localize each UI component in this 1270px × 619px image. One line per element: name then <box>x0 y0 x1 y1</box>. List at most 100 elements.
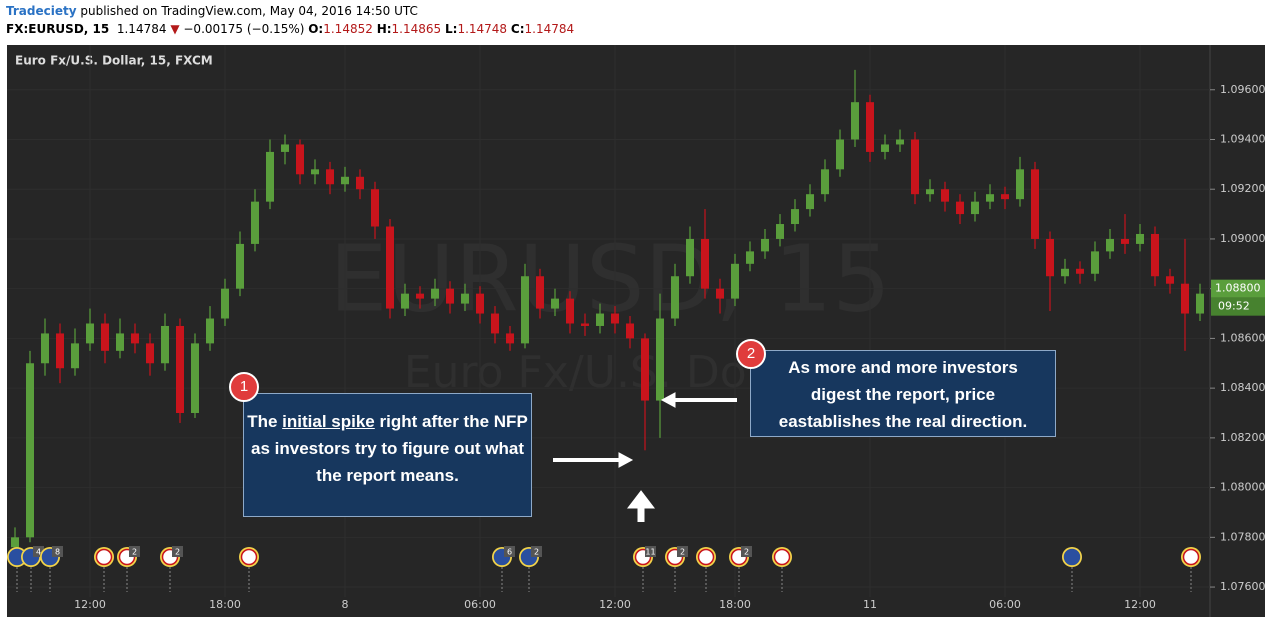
arrow-head <box>626 490 656 509</box>
candle-body <box>26 363 34 538</box>
candle-body <box>821 169 829 195</box>
candle-body <box>1121 238 1129 244</box>
candle-body <box>476 293 484 314</box>
candle-body <box>536 276 544 309</box>
candle-body <box>776 224 784 239</box>
candle-body <box>851 102 859 140</box>
x-tick-label: 18:00 <box>719 598 751 611</box>
low: 1.14748 <box>457 22 508 36</box>
y-tick-label: 1.08200 <box>1220 431 1266 444</box>
candle-body <box>611 313 619 324</box>
chart-title: Euro Fx/U.S. Dollar, 15, FXCM <box>15 54 213 68</box>
candle-body <box>206 318 214 344</box>
candle-body <box>221 288 229 319</box>
published: published on TradingView.com, May 04, 20… <box>80 4 418 18</box>
event-flag-inner <box>773 548 791 566</box>
candle-body <box>986 194 994 202</box>
candle-body <box>806 194 814 210</box>
event-flag-inner <box>240 548 258 566</box>
close: 1.14784 <box>524 22 575 36</box>
candle-body <box>1001 194 1009 200</box>
candle-body <box>341 176 349 185</box>
candle-body <box>641 338 649 401</box>
candle-body <box>581 323 589 326</box>
change: −0.00175 (−0.15%) <box>183 22 305 36</box>
x-tick-label: 11 <box>863 598 877 611</box>
x-tick-label: 06:00 <box>989 598 1021 611</box>
last-price-bg <box>1211 279 1265 298</box>
event-flag-inner <box>1182 548 1200 566</box>
candle-body <box>446 288 454 304</box>
event-count: 2 <box>744 548 749 557</box>
candle-body <box>971 201 979 215</box>
y-tick-label: 1.09000 <box>1220 232 1266 245</box>
candle-body <box>551 298 559 309</box>
candle-body <box>266 151 274 202</box>
candle-body <box>941 189 949 202</box>
symbol: FX:EURUSD, 15 <box>6 22 110 36</box>
candle-body <box>56 333 64 369</box>
event-count-bg <box>504 546 515 557</box>
note-text: The <box>247 412 278 431</box>
candle-body <box>761 238 769 252</box>
candle-body <box>1151 233 1159 277</box>
candle-body <box>386 226 394 309</box>
y-tick-label: 1.07800 <box>1220 530 1266 543</box>
arrows <box>553 392 737 522</box>
event-count: 2 <box>175 548 180 557</box>
candle-body <box>131 333 139 344</box>
ohlc-line: FX:EURUSD, 15 1.14784 ▼ −0.00175 (−0.15%… <box>6 22 574 36</box>
candle-body <box>731 263 739 299</box>
candle-body <box>416 293 424 299</box>
candle-body <box>431 288 439 299</box>
candle-body <box>371 189 379 227</box>
candle-body <box>656 318 664 401</box>
y-tick-label: 1.09600 <box>1220 83 1266 96</box>
note-text: right after the NFP as investors try to … <box>251 412 528 485</box>
candle-body <box>326 169 334 185</box>
candle-body <box>1196 293 1204 314</box>
candle-body <box>746 251 754 264</box>
event-count-bg <box>172 546 183 557</box>
arrow-head <box>660 392 676 408</box>
countdown: 09:52 <box>1218 300 1250 313</box>
y-tick-label: 1.09400 <box>1220 132 1266 145</box>
open: 1.14852 <box>323 22 373 36</box>
event-count: 4 <box>36 548 41 557</box>
candle-body <box>791 209 799 225</box>
candle-body <box>1166 276 1174 284</box>
candle-body <box>1091 251 1099 274</box>
annotation-box: As more and more investors digest the re… <box>750 350 1056 437</box>
candle-body <box>626 323 634 339</box>
candle-body <box>896 139 904 145</box>
y-tick-label: 1.08400 <box>1220 381 1266 394</box>
candle-body <box>356 176 364 190</box>
candle-body <box>701 238 709 289</box>
event-flag-inner <box>1063 548 1081 566</box>
candle-body <box>86 323 94 344</box>
candle-body <box>236 243 244 289</box>
candle-body <box>491 313 499 334</box>
candle-body <box>1106 238 1114 252</box>
h-label: H: <box>376 22 392 36</box>
y-tick-label: 1.07600 <box>1220 580 1266 593</box>
watermark: EURUSD, 15 <box>329 225 891 332</box>
event-count-bg <box>645 546 656 557</box>
badge: 2 <box>736 339 766 369</box>
candle-body <box>866 102 874 152</box>
note-underlined: initial spike <box>282 412 375 431</box>
candle-body <box>1061 268 1069 277</box>
candle-body <box>881 144 889 152</box>
author[interactable]: Tradeciety <box>6 4 77 18</box>
event-count: 11 <box>645 548 655 557</box>
event-count: 2 <box>534 548 539 557</box>
o-label: O: <box>308 22 324 36</box>
candle-body <box>71 343 79 369</box>
event-count-bg <box>677 546 688 557</box>
candle-body <box>596 313 604 326</box>
x-tick-label: 12:00 <box>1124 598 1156 611</box>
header-line: Tradeciety published on TradingView.com,… <box>6 4 418 18</box>
x-tick-label: 18:00 <box>209 598 241 611</box>
event-flag-inner <box>95 548 113 566</box>
